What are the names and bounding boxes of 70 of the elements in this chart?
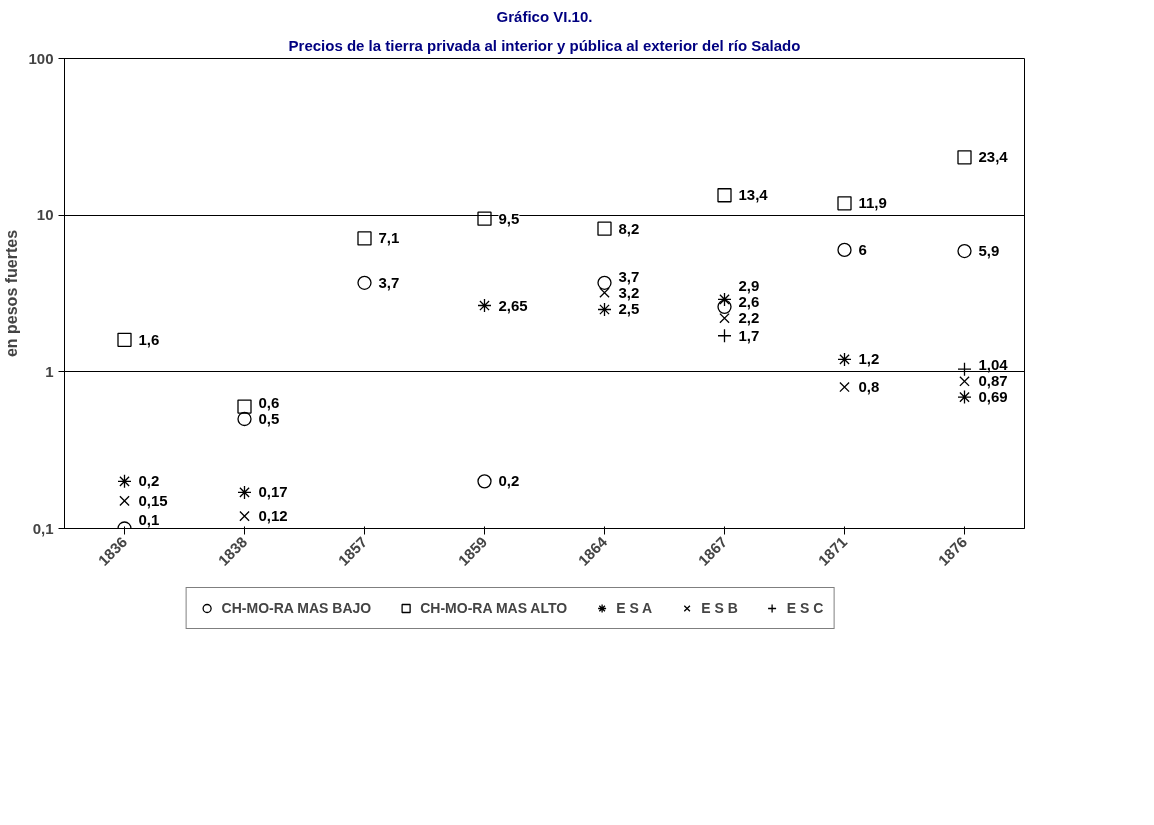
legend-label: E S C (786, 600, 824, 616)
data-label: 1,2 (858, 350, 880, 368)
point (717, 299, 732, 314)
point (957, 150, 972, 165)
point (599, 287, 610, 298)
point (239, 510, 250, 522)
legend-label: E S A (616, 600, 653, 616)
data-label: 2,9 (738, 277, 760, 295)
data-label: 11,9 (858, 194, 887, 212)
data-label: 0,69 (978, 388, 1008, 406)
point (477, 211, 492, 226)
legend-label: CH-MO-RA MAS BAJO (221, 600, 372, 616)
data-label: 2,6 (738, 293, 760, 311)
data-label: 0,15 (138, 491, 168, 509)
data-label: 8,2 (618, 219, 640, 237)
y-axis-title: en pesos fuertes (3, 229, 21, 358)
data-label: 5,9 (978, 242, 1000, 260)
point (117, 332, 132, 347)
point (957, 389, 972, 405)
legend-label: E S B (701, 600, 738, 616)
y-tick-label: 10 (36, 206, 54, 224)
point (837, 352, 852, 367)
point (957, 243, 972, 259)
data-label: 0,87 (978, 372, 1008, 390)
data-label: 7,1 (378, 229, 400, 247)
point (357, 275, 372, 290)
point (837, 242, 852, 258)
point (837, 196, 852, 211)
point (959, 376, 970, 387)
point (597, 221, 612, 236)
data-label: 0,12 (258, 507, 288, 525)
point (237, 411, 252, 427)
point (119, 495, 130, 507)
data-label: 2,65 (498, 296, 528, 314)
data-label: 9,5 (498, 209, 520, 227)
data-label: 2,2 (738, 309, 760, 327)
legend-label: CH-MO-RA MAS ALTO (420, 600, 568, 616)
point (477, 298, 492, 313)
y-tick-label: 100 (28, 49, 54, 67)
point (117, 474, 132, 489)
data-label: 1,7 (738, 326, 760, 344)
point (717, 188, 732, 203)
point (597, 275, 612, 290)
point (719, 312, 730, 324)
data-label: 0,17 (258, 483, 288, 501)
data-label: 23,4 (978, 148, 1009, 166)
data-label: 0,2 (138, 472, 160, 490)
point (477, 474, 492, 489)
data-label: 0,6 (258, 393, 280, 411)
data-label: 1,6 (138, 330, 160, 348)
data-label: 0,1 (138, 510, 160, 528)
data-label: 3,7 (378, 273, 400, 291)
point (597, 302, 612, 317)
data-label: 13,4 (738, 186, 769, 204)
point (717, 292, 732, 307)
point (237, 485, 252, 500)
point (839, 381, 850, 393)
data-label: 6 (858, 240, 867, 258)
point (717, 328, 732, 343)
data-label: 1,04 (978, 356, 1009, 374)
chart-title: Gráfico VI.10. (496, 7, 593, 25)
data-label: 0,8 (858, 378, 880, 396)
data-label: 3,7 (618, 267, 640, 285)
y-tick-label: 0,1 (32, 519, 54, 537)
chart-subtitle: Precios de la tierra privada al interior y pública al exterior del río Salado (288, 36, 801, 54)
point (237, 399, 252, 414)
y-tick-label: 1 (45, 362, 54, 380)
data-label: 0,2 (498, 472, 520, 490)
data-label: 2,5 (618, 300, 640, 318)
point (357, 231, 372, 246)
